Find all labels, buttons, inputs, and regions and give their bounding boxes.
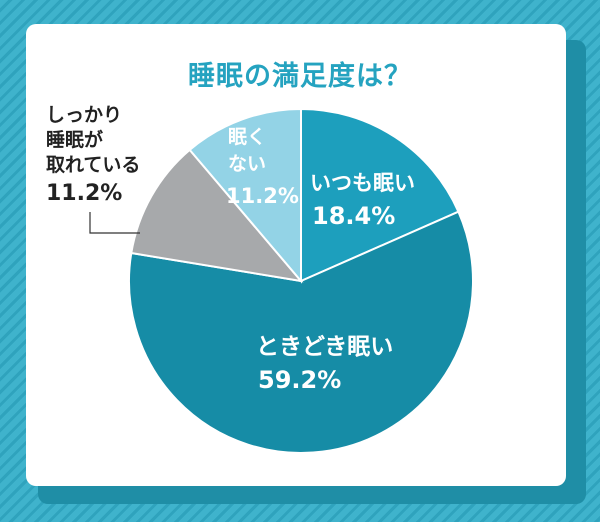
slice-value-sometimes-sleepy: 59.2% xyxy=(258,366,341,394)
slice-label-not-sleepy-line2: ない xyxy=(228,153,266,175)
slice-label-well-rested-line3: 取れている xyxy=(46,154,140,176)
leader-line xyxy=(89,212,140,234)
slice-value-well-rested: 11.2% xyxy=(46,181,122,206)
slice-value-always-sleepy: 18.4% xyxy=(312,202,395,230)
slice-not-sleepy xyxy=(188,107,302,284)
slice-label-not-sleepy-line1: 眠く xyxy=(228,126,266,148)
slice-value-not-sleepy: 11.2% xyxy=(226,184,299,208)
chart-title: 睡眠の満足度は？ xyxy=(188,61,412,92)
slice-well-rested xyxy=(130,148,304,283)
slice-sometimes-sleepy xyxy=(128,210,474,454)
slice-always-sleepy xyxy=(300,107,460,283)
slice-label-well-rested-line1: しっかり xyxy=(46,104,122,126)
slice-label-sometimes-sleepy: ときどき眠い xyxy=(256,334,393,360)
slice-label-well-rested-line2: 睡眠が xyxy=(46,128,103,151)
slice-label-always-sleepy: いつも眠い xyxy=(310,171,415,195)
